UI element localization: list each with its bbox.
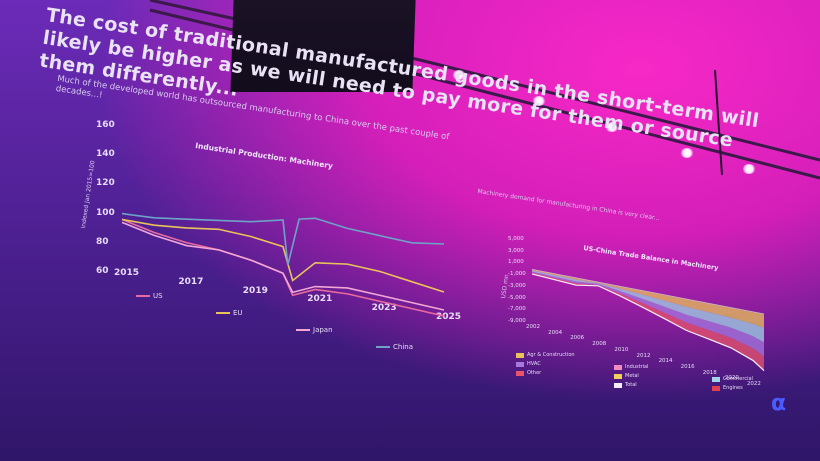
- legend-label: Industrial: [625, 364, 649, 370]
- right-x-tick: 2012: [636, 352, 651, 359]
- legend-label: Metal: [625, 373, 639, 379]
- stage-light: [605, 122, 619, 132]
- stage-light: [742, 164, 756, 174]
- right-y-tick: -5,000: [508, 294, 526, 301]
- left-x-tick: 2023: [371, 303, 397, 314]
- legend-label: Japan: [313, 326, 333, 334]
- right-x-tick: 2002: [526, 324, 540, 330]
- left-x-tick: 2019: [242, 285, 268, 296]
- right-x-tick: 2020: [724, 375, 739, 382]
- legend-label: Other: [527, 370, 542, 376]
- legend-item-us: US: [136, 292, 163, 300]
- legend-label: HVAC: [527, 361, 541, 367]
- legend-swatch: [516, 352, 524, 358]
- zero-line: [531, 268, 765, 315]
- left-y-tick: 100: [96, 207, 115, 218]
- legend-swatch: [376, 346, 390, 348]
- left-y-tick: 80: [96, 236, 109, 247]
- legend-item-china: China: [376, 343, 413, 351]
- right-x-tick: 2004: [548, 329, 563, 336]
- line-japan: [121, 221, 445, 311]
- right-x-tick: 2014: [658, 358, 673, 365]
- left-y-tick: 60: [96, 266, 109, 276]
- stage-light: [452, 70, 466, 80]
- legend-item-eu: EU: [216, 309, 243, 317]
- legend-label: US: [153, 292, 163, 300]
- legend-label: Commercial: [723, 376, 753, 382]
- left-x-tick: 2025: [436, 312, 462, 322]
- right-x-tick: 2006: [570, 335, 585, 342]
- legend-label: Total: [625, 382, 637, 388]
- right-x-tick: 2022: [746, 381, 761, 388]
- legend-swatch: [516, 370, 524, 376]
- right-y-tick: 3,000: [508, 247, 524, 254]
- right-y-tick: 1,000: [508, 259, 524, 266]
- legend-item-other: Other: [516, 370, 541, 376]
- right-y-tick: -1,000: [508, 271, 526, 278]
- left-y-tick: 120: [96, 178, 115, 189]
- left-x-tick: 2015: [114, 268, 140, 278]
- stage-light: [680, 148, 694, 158]
- right-y-tick: -3,000: [508, 282, 526, 289]
- legend-item-japan: Japan: [296, 326, 333, 334]
- legend-swatch: [712, 385, 720, 391]
- stage-light: [532, 96, 546, 106]
- legend-item-agr-construction: Agr & Construction: [516, 352, 575, 358]
- legend-label: Engines: [723, 385, 743, 391]
- legend-label: China: [393, 343, 413, 351]
- line-total: [531, 273, 765, 372]
- right-y-tick: 5,000: [508, 236, 524, 242]
- legend-item-metal: Metal: [614, 373, 639, 379]
- line-china: [121, 212, 445, 266]
- legend-swatch: [296, 329, 310, 331]
- legend-item-engines: Engines: [712, 385, 743, 391]
- left-x-tick: 2017: [178, 276, 204, 287]
- legend-label: Agr & Construction: [527, 352, 575, 358]
- left-y-tick: 140: [96, 149, 115, 160]
- band-agr-construction: [532, 269, 764, 329]
- left-x-tick: 2021: [307, 294, 333, 305]
- legend-swatch: [712, 376, 720, 382]
- legend-label: EU: [233, 309, 243, 317]
- legend-swatch: [614, 382, 622, 388]
- legend-swatch: [216, 312, 230, 314]
- right-x-tick: 2016: [680, 364, 695, 370]
- right-x-tick: 2008: [592, 341, 607, 348]
- right-y-tick: -7,000: [508, 306, 526, 313]
- legend-swatch: [136, 295, 150, 297]
- legend-item-hvac: HVAC: [516, 361, 541, 367]
- left-y-tick: 160: [96, 120, 115, 130]
- legend-swatch: [516, 361, 524, 367]
- right-x-tick: 2010: [614, 346, 629, 353]
- legend-item-total: Total: [614, 382, 637, 388]
- right-x-tick: 2018: [702, 369, 717, 376]
- right-y-tick: -9,000: [508, 318, 526, 324]
- brand-logo: α: [771, 391, 787, 416]
- legend-item-commercial: Commercial: [712, 376, 753, 382]
- legend-item-industrial: Industrial: [614, 364, 648, 370]
- legend-swatch: [614, 364, 622, 370]
- legend-swatch: [614, 373, 622, 379]
